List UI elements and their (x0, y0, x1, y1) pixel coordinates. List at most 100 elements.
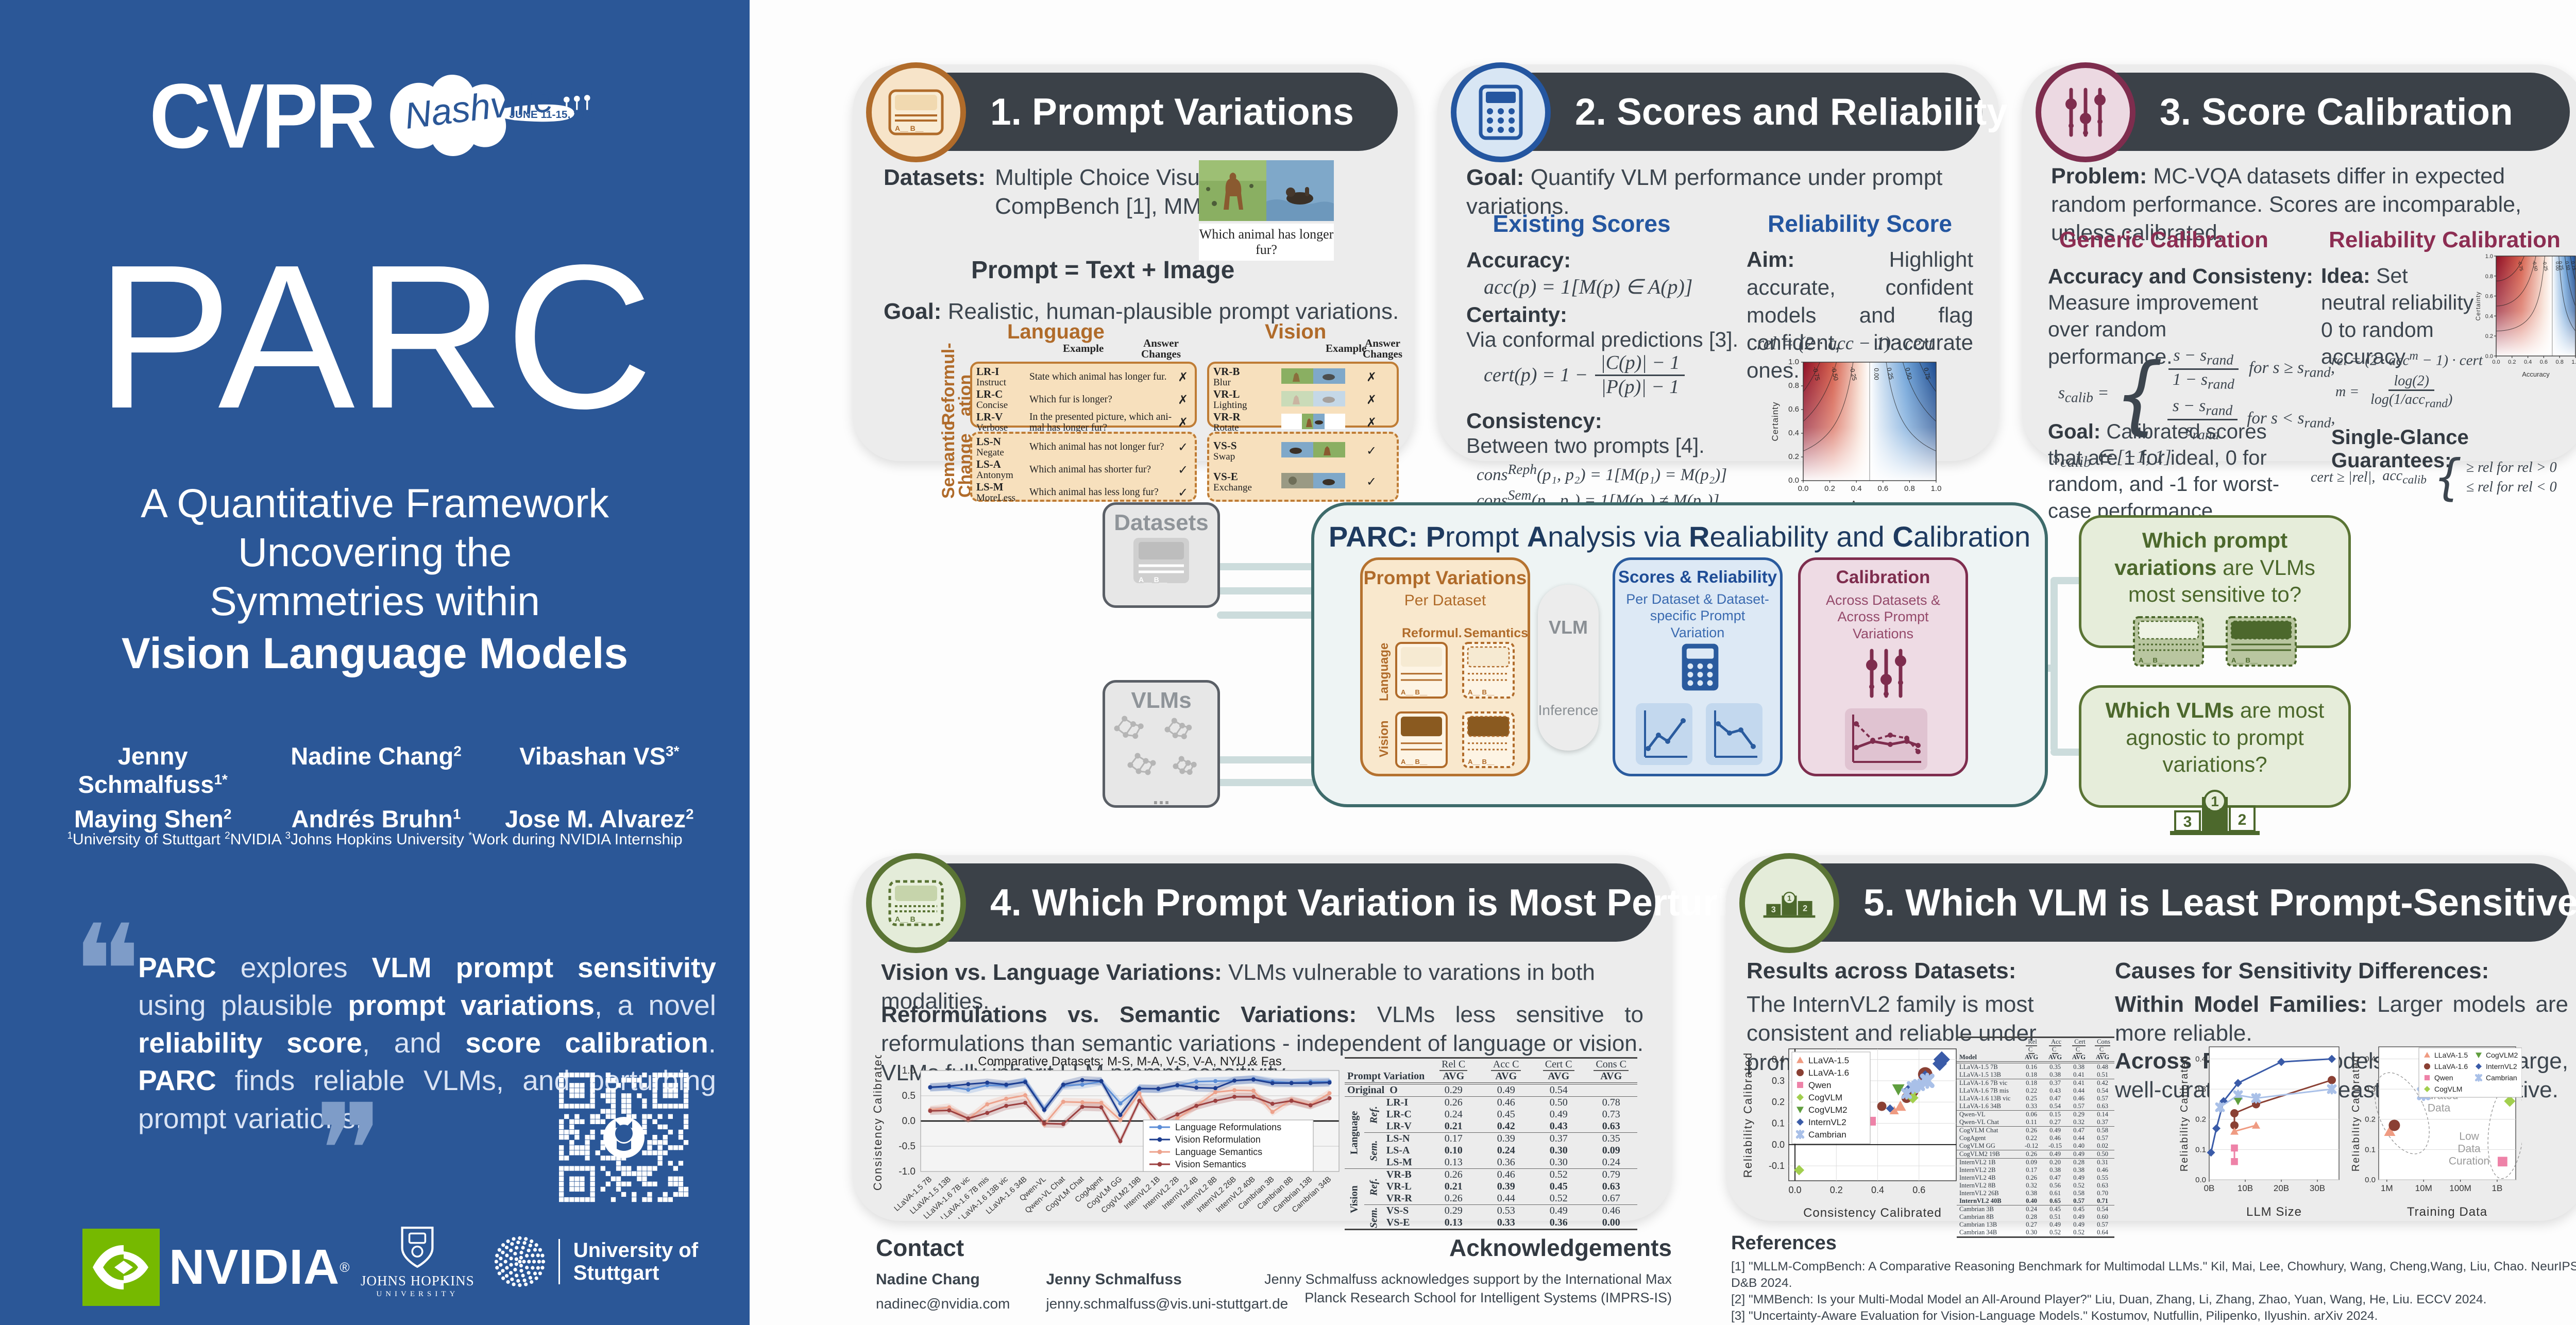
language-variation-row: LS-A Antonym Which animal has shorter fur… (976, 458, 1189, 481)
reliability-calibration-heading: Reliability Calibration (2329, 227, 2561, 252)
nvidia-eye-icon (82, 1229, 160, 1306)
sr-title: Scores & Reliability (1618, 567, 1777, 586)
svg-text:0.2: 0.2 (2195, 1115, 2206, 1124)
svg-text:1.0: 1.0 (1788, 358, 1799, 366)
svg-text:CogVLM: CogVLM (1808, 1093, 1842, 1102)
consistency-label: Consistency: (1466, 409, 1602, 433)
ellipsis: ... (1153, 786, 1170, 809)
section-4-header: A__ B__ 4. Which Prompt Variation is Mos… (866, 853, 1820, 953)
cvpr-wordmark: CVPR (149, 64, 376, 167)
goal-line: Goal: Realistic, human-plausible prompt … (884, 299, 1399, 324)
accuracy-consistency-label: Accuracy and Consisteny: (2048, 264, 2313, 288)
section-2-scores-reliability: 2. Scores and Reliability Goal: Quantify… (1437, 62, 2008, 510)
svg-text:-0.25: -0.25 (2541, 260, 2549, 271)
svg-text:0.4: 0.4 (2365, 1055, 2376, 1063)
svg-text:Language Semantics: Language Semantics (1175, 1147, 1262, 1157)
svg-text:0.4: 0.4 (1851, 484, 1862, 493)
calibration-formula: scalib = { s − srand 1 − srand for s ≥ sr… (2058, 345, 2335, 444)
svg-text:-0.50: -0.50 (1830, 366, 1840, 381)
svg-text:0.4: 0.4 (1788, 429, 1799, 437)
svg-text:A__ B__: A__ B__ (1139, 575, 1167, 584)
ack-line: Planck Research School for Intelligent S… (1304, 1290, 1672, 1306)
svg-text:Language Reformulations: Language Reformulations (1175, 1122, 1281, 1132)
reliability-contour-plot: -0.75 -0.50 -0.25 0.25 0.50 0.75 0.00 0.00.0 0.2… (1771, 358, 1941, 509)
section-1-prompt-variations: A__ B__ 1. Prompt Variations Datasets: M… (853, 62, 1414, 503)
vision-variation-row: VS-E Exchange ✓ (1213, 470, 1377, 494)
svg-text:20B: 20B (2274, 1183, 2289, 1193)
reference-list: [1] "MLLM-CompBench: A Comparative Reaso… (1731, 1259, 2576, 1325)
svg-text:-0.25: -0.25 (1848, 366, 1858, 381)
section-3-header: 3. Score Calibration (2036, 62, 2570, 162)
svg-text:LLaVA-1.6: LLaVA-1.6 (1808, 1068, 1849, 1078)
section-1-header: A__ B__ 1. Prompt Variations (866, 62, 1398, 162)
sliders-icon (2036, 62, 2136, 162)
idea-text: Idea: Set neutral reliability 0 to rando… (2321, 264, 2474, 369)
svg-text:A__ B__: A__ B__ (1468, 758, 1495, 766)
vlms-label: VLMs (1131, 688, 1192, 713)
section-4-title: 4. Which Prompt Variation is Most Pertur… (990, 881, 1820, 924)
svg-text:0.8: 0.8 (2556, 359, 2564, 365)
svg-text:0.1: 0.1 (1772, 1118, 1785, 1129)
svg-text:1: 1 (2211, 793, 2219, 809)
svg-text:2: 2 (2238, 811, 2247, 828)
svg-text:0.3: 0.3 (1772, 1076, 1785, 1086)
svg-text:0.2: 0.2 (2508, 359, 2516, 365)
svg-text:0.0: 0.0 (2485, 353, 2493, 360)
github-qr-code[interactable] (559, 1073, 689, 1202)
line-chart-icon (1706, 703, 1762, 765)
goal-line: Goal: Quantify VLM performance under pro… (1466, 165, 1943, 219)
jhu-shield-icon (401, 1227, 434, 1268)
svg-text:0.00: 0.00 (2555, 262, 2560, 271)
svg-text:A__ B__: A__ B__ (895, 915, 923, 923)
svg-text:A__ B__: A__ B__ (1401, 758, 1428, 766)
pv-subtitle: Per Dataset (1404, 592, 1486, 609)
training-data-chart: 0.00.10.20.30.41M10M100M1BHighlyCuratedD… (2352, 1046, 2522, 1219)
svg-text:0.1: 0.1 (2365, 1145, 2376, 1154)
affiliations: 1University of Stuttgart 2NVIDIA 3Johns … (67, 830, 683, 848)
author-name: Andrés Bruhn1 (291, 805, 461, 833)
svg-text:Cambrian: Cambrian (1808, 1130, 1846, 1140)
subtitle-line: A Quantitative Framework (141, 480, 609, 526)
consistency-chart: Comparative Datasets: M-S, M-A, V-S, V-A… (873, 1055, 1340, 1219)
svg-text:0.00: 0.00 (1873, 368, 1880, 380)
svg-text:1M: 1M (2381, 1183, 2393, 1193)
svg-text:0.2: 0.2 (1830, 1185, 1843, 1195)
question-vlms: Which VLMs are most agnostic to prompt v… (2079, 685, 2351, 835)
pv-row-language: Language (1377, 642, 1391, 702)
calibration-box: Calibration Across Datasets & Across Pro… (1798, 557, 1968, 776)
svg-text:A__ B__: A__ B__ (2231, 656, 2258, 664)
section-2-header: 2. Scores and Reliability (1451, 62, 2008, 162)
stuttgart-wordmark: University of Stuttgart (558, 1239, 750, 1284)
calibration-chart-icon (1845, 708, 1927, 770)
svg-text:0.4: 0.4 (2195, 1055, 2206, 1063)
svg-text:0B: 0B (2204, 1183, 2215, 1193)
authors: Jenny Schmalfuss1* Nadine Chang2 Vibashan … (41, 742, 711, 839)
svg-text:Vision Reformulation: Vision Reformulation (1175, 1134, 1261, 1145)
svg-text:-0.50: -0.50 (2532, 260, 2539, 271)
reference-item: [1] "MLLM-CompBench: A Comparative Reaso… (1731, 1260, 2576, 1290)
contact-person: Jenny Schmalfuss jenny.schmalfuss@vis.un… (1046, 1271, 1289, 1312)
svg-text:Training Data: Training Data (2407, 1205, 2487, 1219)
contact-title: Contact (876, 1234, 964, 1261)
nvidia-wordmark: NVIDIA (169, 1239, 340, 1295)
abstract-quote: ❝ PARC explores VLM prompt sensitivity u… (0, 908, 750, 1216)
example-image: Which animal has longer fur? (1199, 160, 1334, 261)
accuracy-label: Accuracy: (1466, 248, 1571, 272)
svg-text:1B: 1B (2492, 1183, 2503, 1193)
prompt-variations-box: Prompt Variations Per Dataset Reformul. … (1360, 557, 1530, 776)
reliability-score-heading: Reliability Score (1768, 210, 1952, 237)
svg-text:0.0: 0.0 (1789, 1185, 1802, 1195)
dataset-card-icon: A__ B__ (1133, 538, 1189, 584)
svg-text:10B: 10B (2238, 1183, 2253, 1193)
scores-reliability-box: Scores & Reliability Per Dataset & Datas… (1613, 557, 1783, 776)
svg-text:0.5: 0.5 (902, 1091, 916, 1101)
section-3-title: 3. Score Calibration (2160, 91, 2513, 133)
question-2-text: Which VLMs are most agnostic to prompt v… (2105, 698, 2325, 776)
svg-text:0.6: 0.6 (1912, 1185, 1925, 1195)
language-variation-row: LS-N Negate Which animal has not longer f… (976, 435, 1189, 458)
svg-text:1.0: 1.0 (902, 1065, 916, 1076)
parc-title-line: PARC: Prompt Analysis via Realiability a… (1328, 520, 2031, 553)
svg-text:Reliability Calibrated: Reliability Calibrated (2352, 1055, 2362, 1171)
svg-text:0.4: 0.4 (2485, 313, 2493, 319)
s5-table-table: Rel C Acc C Cert C Cons C Model AVG AVG AVG AVG L… (1957, 1037, 2114, 1238)
